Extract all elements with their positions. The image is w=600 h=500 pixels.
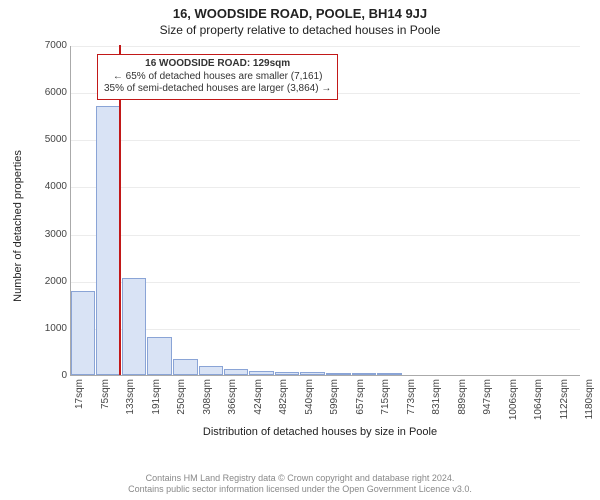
plot-area: 0100020003000400050006000700016 WOODSIDE… (70, 46, 580, 376)
gridline (71, 282, 580, 283)
footer-line-2: Contains public sector information licen… (0, 484, 600, 496)
x-tick-label: 831sqm (431, 379, 442, 415)
histogram-bar (122, 278, 146, 375)
gridline (71, 235, 580, 236)
x-tick-label: 424sqm (253, 379, 264, 415)
y-tick-label: 2000 (27, 277, 67, 287)
x-tick-label: 482sqm (278, 379, 289, 415)
gridline (71, 187, 580, 188)
histogram-bar (377, 373, 401, 375)
x-tick-label: 308sqm (202, 379, 213, 415)
x-tick-label: 947sqm (482, 379, 493, 415)
y-tick-label: 1000 (27, 324, 67, 334)
x-tick-label: 1180sqm (584, 379, 595, 419)
y-tick-label: 6000 (27, 88, 67, 98)
histogram-bar (326, 373, 350, 375)
histogram-bar (249, 371, 273, 375)
x-tick-label: 889sqm (457, 379, 468, 415)
histogram-bar (96, 106, 120, 375)
x-tick-label: 75sqm (100, 379, 111, 409)
histogram-chart: Number of detached properties 0100020003… (60, 46, 580, 406)
x-tick-label: 773sqm (406, 379, 417, 415)
x-tick-label: 1122sqm (559, 379, 570, 419)
x-tick-label: 366sqm (227, 379, 238, 415)
histogram-bar (71, 291, 95, 375)
x-tick-label: 1064sqm (533, 379, 544, 420)
footer-line-1: Contains HM Land Registry data © Crown c… (0, 473, 600, 485)
x-tick-label: 250sqm (176, 379, 187, 415)
histogram-bar (224, 369, 248, 375)
x-tick-label: 540sqm (304, 379, 315, 415)
property-annotation: 16 WOODSIDE ROAD: 129sqm ← 65% of detache… (97, 54, 338, 100)
gridline (71, 329, 580, 330)
x-tick-label: 715sqm (380, 379, 391, 415)
x-tick-label: 17sqm (74, 379, 85, 409)
y-tick-label: 5000 (27, 135, 67, 145)
annotation-larger: 35% of semi-detached houses are larger (… (104, 83, 331, 94)
histogram-bar (199, 366, 223, 375)
y-tick-label: 7000 (27, 41, 67, 51)
annotation-smaller: ← 65% of detached houses are smaller (7,… (113, 71, 323, 82)
gridline (71, 140, 580, 141)
x-tick-label: 657sqm (355, 379, 366, 415)
page-title: 16, WOODSIDE ROAD, POOLE, BH14 9JJ (0, 0, 600, 21)
histogram-bar (173, 359, 197, 375)
histogram-bar (275, 372, 299, 375)
y-tick-label: 0 (27, 371, 67, 381)
page-subtitle: Size of property relative to detached ho… (0, 21, 600, 37)
histogram-bar (300, 372, 324, 375)
y-axis-label: Number of detached properties (12, 150, 24, 302)
x-tick-label: 599sqm (329, 379, 340, 415)
gridline (71, 46, 580, 47)
attribution-footer: Contains HM Land Registry data © Crown c… (0, 473, 600, 496)
y-tick-label: 3000 (27, 230, 67, 240)
histogram-bar (352, 373, 376, 375)
x-axis-label: Distribution of detached houses by size … (60, 426, 580, 438)
x-tick-label: 133sqm (125, 379, 136, 415)
x-tick-label: 191sqm (151, 379, 162, 415)
histogram-bar (147, 337, 171, 375)
x-tick-label: 1006sqm (508, 379, 519, 420)
annotation-headline: 16 WOODSIDE ROAD: 129sqm (145, 58, 290, 69)
y-tick-label: 4000 (27, 182, 67, 192)
